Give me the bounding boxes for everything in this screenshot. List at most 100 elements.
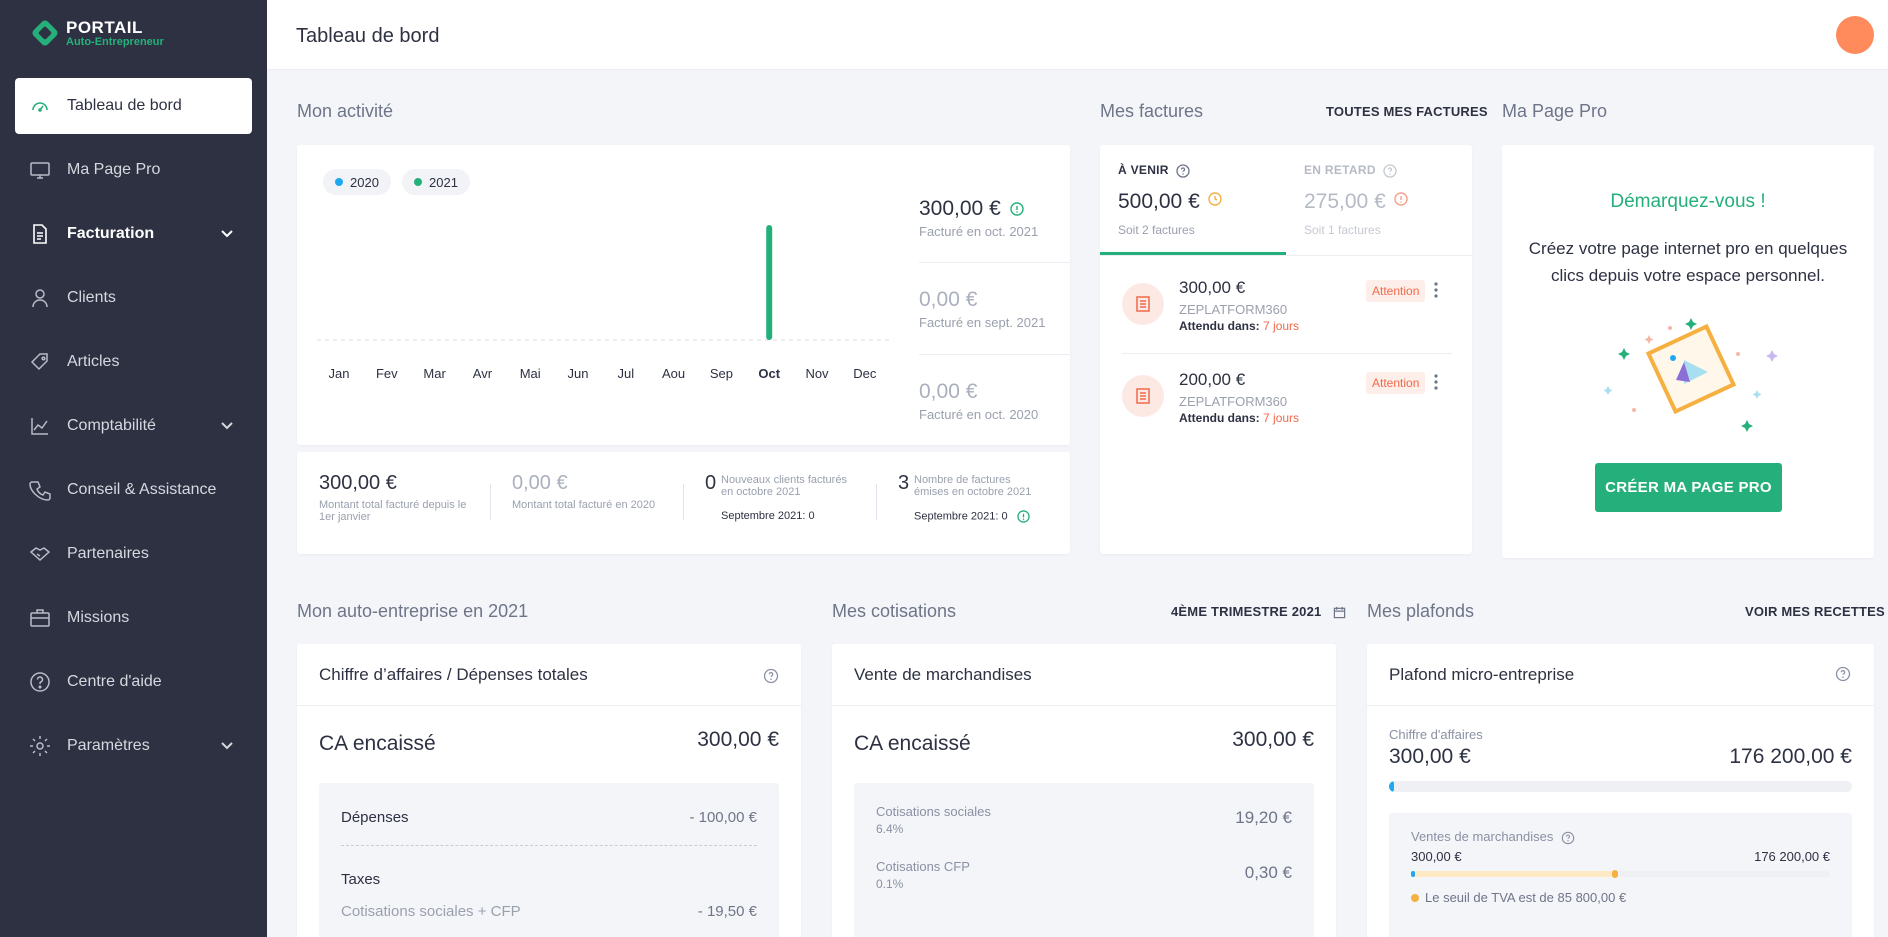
- sidebar-item-label: Missions: [67, 609, 130, 626]
- cotisation-value: 19,20 €: [1235, 808, 1292, 827]
- invoices-card: À VENIR 500,00 € Soit 2 factures EN RETA…: [1100, 145, 1472, 554]
- page-pro-illustration: [1603, 318, 1778, 432]
- phone-icon: [29, 479, 51, 501]
- all-invoices-link[interactable]: TOUTES MES FACTURES: [1326, 104, 1488, 119]
- chevron-down-icon: [221, 230, 233, 238]
- monitor-icon: [29, 159, 51, 181]
- section-title-factures: Mes factures: [1100, 101, 1204, 121]
- ca-row: CA encaissé 300,00 €: [319, 728, 779, 762]
- cotisations-value: - 19,50 €: [697, 903, 757, 920]
- sidebar-item-clients[interactable]: Clients: [15, 270, 252, 326]
- help-icon[interactable]: [763, 668, 779, 684]
- cotisations-label: Cotisations sociales + CFP: [341, 903, 521, 920]
- invoice-row[interactable]: 300,00 € ZEPLATFORM360 Attendu dans: 7 j…: [1122, 278, 1452, 358]
- section-title-plafonds: Mes plafonds: [1367, 601, 1475, 621]
- sidebar-item-label: Articles: [67, 353, 120, 370]
- sidebar-item-ma-page-pro[interactable]: Ma Page Pro: [15, 142, 252, 198]
- invoice-icon: [1122, 283, 1164, 325]
- ca-progress-fill: [1389, 781, 1394, 792]
- help-icon[interactable]: [1835, 666, 1851, 682]
- user-icon: [29, 287, 51, 309]
- x-tick-label: Jul: [617, 366, 634, 381]
- help-icon: [29, 671, 51, 693]
- summary-value: 0,00 €: [512, 472, 568, 494]
- invoice-due: Attendu dans: 7 jours: [1179, 319, 1299, 333]
- activity-summary-card: 300,00 € Montant total facturé depuis le…: [297, 452, 1070, 554]
- invoice-icon: [1122, 375, 1164, 417]
- card-title: Plafond micro-entreprise: [1389, 665, 1575, 684]
- summary-label: Montant total facturé en 2020: [512, 499, 656, 511]
- card-header: Vente de marchandises: [832, 644, 1336, 706]
- sidebar-item-comptabilite[interactable]: Comptabilité: [15, 398, 252, 454]
- tab-title: À VENIR: [1118, 163, 1191, 178]
- period-selector[interactable]: 4ÈME TRIMESTRE 2021: [1171, 604, 1346, 619]
- sidebar-item-missions[interactable]: Missions: [15, 590, 252, 646]
- sidebar-item-parametres[interactable]: Paramètres: [15, 718, 252, 774]
- page-pro-card: Démarquez-vous ! Créez votre page intern…: [1502, 145, 1874, 558]
- sidebar-item-centre-aide[interactable]: Centre d'aide: [15, 654, 252, 710]
- tab-a-venir[interactable]: À VENIR 500,00 € Soit 2 factures: [1100, 145, 1286, 255]
- invoice-company: ZEPLATFORM360: [1179, 302, 1288, 317]
- x-tick-label: Mar: [423, 366, 446, 381]
- summary-label: Nombre de factures émises en octobre 202…: [914, 474, 1032, 498]
- more-options-icon[interactable]: [1434, 374, 1438, 390]
- sidebar-item-label: Ma Page Pro: [67, 161, 161, 178]
- bar-2021-Oct[interactable]: [766, 225, 773, 340]
- plafond-detail-fill: [1411, 871, 1415, 877]
- section-title-page-pro: Ma Page Pro: [1502, 101, 1608, 121]
- logo-subtitle: Auto-Entrepreneur: [66, 35, 164, 48]
- ca-value: 300,00 €: [697, 728, 779, 751]
- divider: [490, 484, 491, 520]
- tva-dot: [1411, 894, 1419, 902]
- invoice-row[interactable]: 200,00 € ZEPLATFORM360 Attendu dans: 7 j…: [1122, 370, 1452, 450]
- card-title: Chiffre d’affaires / Dépenses totales: [319, 665, 588, 684]
- sidebar-item-partenaires[interactable]: Partenaires: [15, 526, 252, 582]
- plafond-detail-title: Ventes de marchandises: [1411, 829, 1575, 845]
- page-title: Tableau de bord: [296, 25, 440, 47]
- x-tick-label: Mai: [520, 366, 541, 381]
- period-label: 4ÈME TRIMESTRE 2021: [1171, 604, 1322, 619]
- expenses-value: - 100,00 €: [689, 809, 757, 826]
- legend-item-2021[interactable]: 2021: [402, 169, 470, 195]
- tva-zone: [1411, 871, 1616, 877]
- cotisation-rate: 6.4%: [876, 822, 904, 836]
- summary-previous-text: Septembre 2021: 0: [914, 510, 1008, 523]
- divider: [341, 845, 757, 846]
- expenses-box: Dépenses - 100,00 € Taxes Cotisations so…: [319, 783, 779, 937]
- summary-previous: Septembre 2021: 0: [721, 510, 815, 522]
- x-tick-label: Dec: [853, 366, 877, 381]
- sidebar-item-facturation[interactable]: Facturation: [15, 206, 252, 262]
- more-options-icon[interactable]: [1434, 282, 1438, 298]
- legend-item-2020[interactable]: 2020: [323, 169, 391, 195]
- ca-label: Chiffre d'affaires: [1389, 727, 1483, 742]
- sidebar-item-label: Partenaires: [67, 545, 149, 562]
- invoice-amount: 300,00 €: [1179, 278, 1246, 297]
- tab-en-retard[interactable]: EN RETARD 275,00 € Soit 1 factures: [1286, 145, 1471, 255]
- cotisations-card: Vente de marchandises CA encaissé 300,00…: [832, 644, 1336, 937]
- plafond-detail-value: 300,00 €: [1411, 849, 1462, 864]
- create-page-pro-button[interactable]: CRÉER MA PAGE PRO: [1595, 463, 1782, 512]
- ca-max: 176 200,00 €: [1729, 745, 1852, 768]
- x-tick-label: Jan: [329, 366, 350, 381]
- logo[interactable]: PORTAIL Auto-Entrepreneur: [30, 18, 164, 48]
- x-tick-label: Sep: [710, 366, 733, 381]
- card-header: Plafond micro-entreprise: [1367, 644, 1874, 706]
- sidebar-item-label: Centre d'aide: [67, 673, 162, 690]
- cotisation-value: 0,30 €: [1244, 863, 1292, 882]
- x-tick-label: Aou: [662, 366, 685, 381]
- chevron-down-icon: [221, 422, 233, 430]
- divider: [683, 484, 684, 520]
- avatar[interactable]: [1836, 16, 1874, 54]
- plafond-detail-bar: [1411, 870, 1830, 878]
- section-title-auto-entreprise: Mon auto-entreprise en 2021: [297, 601, 529, 621]
- invoice-due: Attendu dans: 7 jours: [1179, 411, 1299, 425]
- status-badge: Attention: [1366, 372, 1426, 394]
- sidebar-item-conseil-assistance[interactable]: Conseil & Assistance: [15, 462, 252, 518]
- sidebar-item-tableau-de-bord[interactable]: Tableau de bord: [15, 78, 252, 134]
- activity-card: 2020 2021 Jan Fev Mar Avr Mai Jun Jul Aou Sep Oct…: [297, 145, 1070, 445]
- help-icon[interactable]: [1561, 831, 1575, 845]
- section-title-activite: Mon activité: [297, 101, 394, 121]
- sidebar-item-articles[interactable]: Articles: [15, 334, 252, 390]
- divider: [876, 484, 877, 520]
- view-receipts-link[interactable]: VOIR MES RECETTES: [1745, 604, 1885, 619]
